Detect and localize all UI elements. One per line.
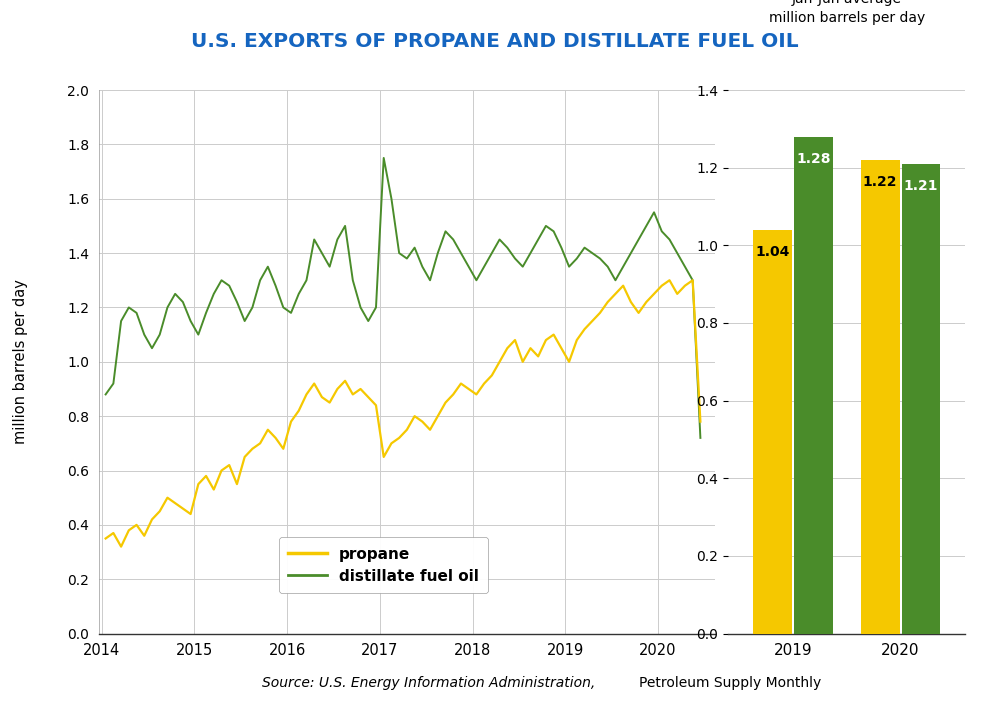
Bar [794,137,833,634]
Text: Source: U.S. Energy Information Administration,: Source: U.S. Energy Information Administ… [262,676,596,690]
Text: 1.21: 1.21 [904,179,939,193]
Text: U.S. EXPORTS OF PROPANE AND DISTILLATE FUEL OIL: U.S. EXPORTS OF PROPANE AND DISTILLATE F… [191,32,799,51]
Bar [902,163,940,634]
Text: 1.22: 1.22 [863,176,897,189]
Bar [753,230,792,634]
Text: 1.28: 1.28 [796,152,831,166]
Text: Jan-Jun average
million barrels per day: Jan-Jun average million barrels per day [768,0,925,24]
Legend: propane, distillate fuel oil: propane, distillate fuel oil [279,537,488,593]
Bar [860,160,900,634]
Y-axis label: million barrels per day: million barrels per day [13,279,28,444]
Text: Petroleum Supply Monthly: Petroleum Supply Monthly [639,676,821,690]
Text: 1.04: 1.04 [755,246,790,259]
